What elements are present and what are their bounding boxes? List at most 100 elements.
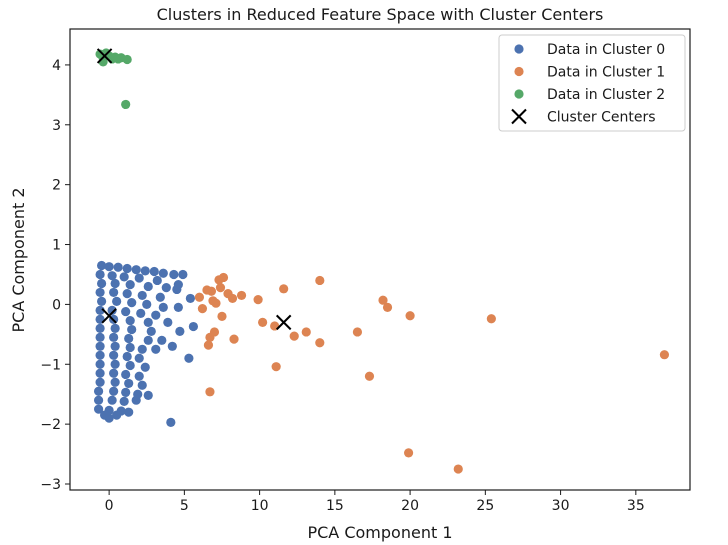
cluster-0-point xyxy=(157,335,167,345)
cluster-0-point xyxy=(93,395,104,405)
cluster-0-point xyxy=(172,284,182,295)
cluster-0-point xyxy=(137,380,147,390)
cluster-0-point xyxy=(112,296,122,307)
cluster-0-point xyxy=(125,315,135,326)
cluster-0-point xyxy=(178,269,188,280)
cluster-1-point xyxy=(315,338,325,348)
cluster-0-point xyxy=(95,359,105,369)
cluster-0-point xyxy=(110,323,120,333)
cluster-0-point xyxy=(95,269,105,280)
cluster-1-point xyxy=(197,303,208,314)
cluster-0-point xyxy=(95,377,105,387)
legend-box xyxy=(498,34,686,132)
x-tick-label: 20 xyxy=(401,498,419,514)
cluster-0-point xyxy=(125,360,135,371)
cluster-1-point xyxy=(453,464,463,474)
cluster-1-point xyxy=(217,311,227,321)
cluster-1-point xyxy=(289,331,299,341)
cluster-0-point xyxy=(107,271,117,281)
cluster-0-point xyxy=(93,404,104,414)
x-tick-label: 30 xyxy=(552,498,570,514)
cluster-0-point xyxy=(151,310,161,320)
cluster-0-point xyxy=(146,326,156,336)
cluster-0-point xyxy=(95,368,105,378)
y-tick-label: 1 xyxy=(52,238,61,254)
cluster-2-point xyxy=(121,99,131,110)
x-tick-label: 25 xyxy=(476,498,494,514)
y-axis-label: PCA Component 2 xyxy=(9,187,28,332)
legend-marker xyxy=(514,89,524,99)
cluster-0-point xyxy=(137,344,147,354)
x-tick-label: 15 xyxy=(326,498,344,514)
cluster-1-point xyxy=(403,448,414,458)
cluster-1-point xyxy=(405,311,415,321)
legend-label: Data in Cluster 0 xyxy=(547,42,665,58)
legend-label: Data in Cluster 2 xyxy=(547,87,665,103)
cluster-0-point xyxy=(134,273,144,283)
plot-frame xyxy=(69,28,691,491)
cluster-0-point xyxy=(131,395,141,405)
cluster-1-point xyxy=(258,317,268,327)
cluster-0-point xyxy=(93,386,104,396)
cluster-0-point xyxy=(163,317,173,327)
cluster-0-point xyxy=(134,353,144,363)
y-tick-label: 4 xyxy=(52,58,61,74)
cluster-1-point xyxy=(211,298,221,308)
cluster-0-point xyxy=(97,260,107,271)
cluster-0-point xyxy=(121,369,131,380)
cluster-0-point xyxy=(158,268,168,278)
cluster-0-point xyxy=(95,323,105,333)
cluster-0-point xyxy=(110,377,120,387)
legend-item: Data in Cluster 1 xyxy=(514,65,665,81)
cluster-center-marker xyxy=(101,308,117,324)
cluster-0-point xyxy=(109,332,119,342)
cluster-1-point xyxy=(215,283,226,293)
cluster-0-point xyxy=(95,287,105,298)
cluster-1-point xyxy=(205,387,215,397)
cluster-0-point xyxy=(97,296,107,307)
cluster-1-point xyxy=(382,302,393,312)
y-tick-label: 0 xyxy=(52,297,61,313)
cluster-0-point xyxy=(161,283,171,293)
cluster-1-point xyxy=(229,334,239,344)
cluster-0-point xyxy=(125,342,135,353)
legend-label: Data in Cluster 1 xyxy=(547,65,665,81)
cluster-0-point xyxy=(175,326,185,336)
cluster-1-point xyxy=(218,272,229,283)
cluster-1-point xyxy=(378,295,388,305)
cluster-0-point xyxy=(151,344,161,354)
cluster-0-point xyxy=(143,317,153,327)
cluster-0-point xyxy=(110,278,120,289)
cluster-1-point xyxy=(301,327,311,337)
cluster-0-point xyxy=(109,368,119,378)
cluster-0-point xyxy=(142,299,152,310)
cluster-0-point xyxy=(104,262,114,272)
y-tick-label: 2 xyxy=(52,178,61,194)
y-tick-label: −1 xyxy=(40,357,61,373)
cluster-0-point xyxy=(122,351,132,362)
cluster-0-point xyxy=(104,413,114,423)
legend: Data in Cluster 0 Data in Cluster 1 Data i… xyxy=(498,34,686,132)
cluster-0-point xyxy=(113,262,123,272)
cluster-0-point xyxy=(109,287,119,298)
cluster-0-point xyxy=(137,290,147,301)
legend-marker xyxy=(511,108,527,125)
cluster-1-point xyxy=(271,362,281,372)
cluster-1-point xyxy=(227,293,238,304)
cluster-1-point xyxy=(352,327,363,337)
cluster-1-point xyxy=(364,371,375,381)
y-tick-label: 3 xyxy=(52,118,61,134)
cluster-0-point xyxy=(143,281,153,292)
cluster-0-point xyxy=(124,378,134,389)
cluster-0-point xyxy=(121,306,131,317)
cluster-0-point xyxy=(107,395,117,405)
x-tick-label: 5 xyxy=(180,498,189,514)
cluster-0-point xyxy=(97,278,107,289)
cluster-0-point xyxy=(167,341,177,351)
cluster-0-point xyxy=(95,332,105,342)
cluster-0-point xyxy=(143,335,153,345)
cluster-0-point xyxy=(119,396,129,406)
cluster-0-point xyxy=(184,353,194,363)
cluster-1-point xyxy=(315,275,325,286)
cluster-0-point xyxy=(173,302,183,312)
